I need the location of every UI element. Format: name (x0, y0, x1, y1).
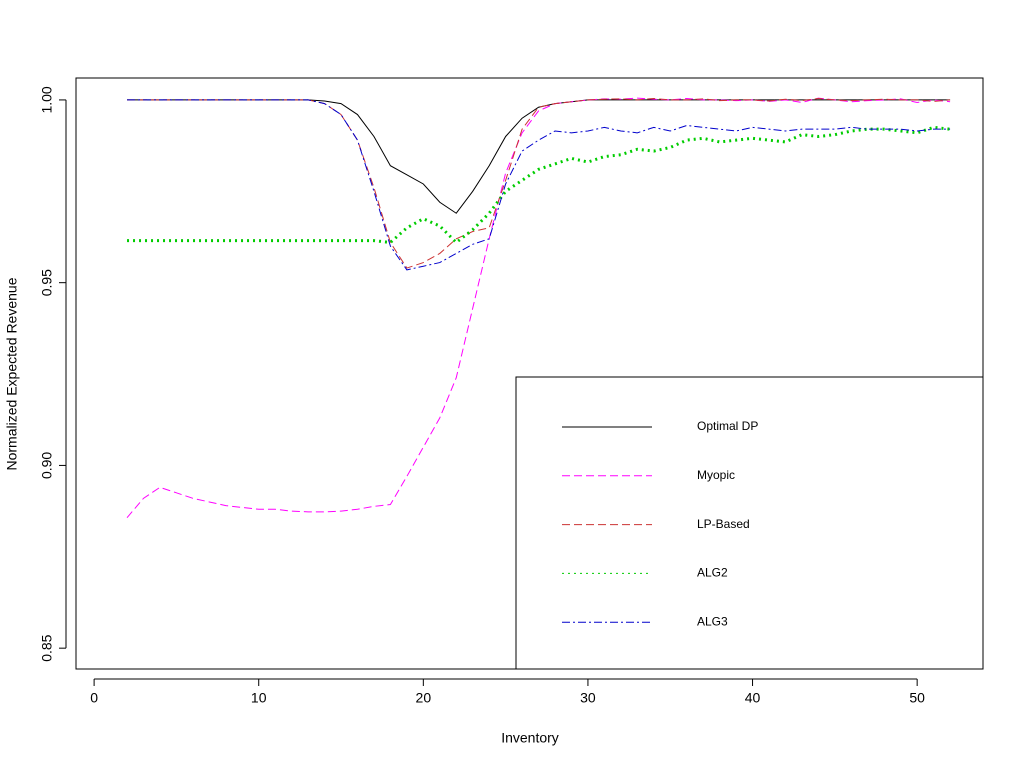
y-tick-label: 0.95 (39, 269, 55, 296)
series-line (127, 97, 951, 269)
x-tick-label: 40 (745, 690, 761, 706)
x-tick-label: 10 (251, 690, 267, 706)
x-tick-label: 0 (90, 690, 98, 706)
legend-label: Optimal DP (697, 419, 758, 433)
legend-box (515, 376, 984, 670)
legend-label: ALG2 (697, 566, 728, 580)
legend-label: LP-Based (697, 517, 750, 531)
y-tick-label: 1.00 (39, 86, 55, 113)
x-axis-label: Inventory (501, 730, 559, 746)
y-tick-label: 0.85 (39, 634, 55, 661)
series-line (126, 97, 951, 519)
legend-label: Myopic (697, 468, 735, 482)
x-tick-label: 20 (416, 690, 432, 706)
series-line (127, 99, 951, 271)
y-tick-label: 0.90 (39, 452, 55, 479)
x-tick-label: 30 (580, 690, 596, 706)
legend-label: ALG3 (697, 614, 728, 628)
series-line (127, 125, 951, 245)
x-tick-label: 50 (909, 690, 925, 706)
y-axis-label: Normalized Expected Revenue (4, 277, 20, 470)
